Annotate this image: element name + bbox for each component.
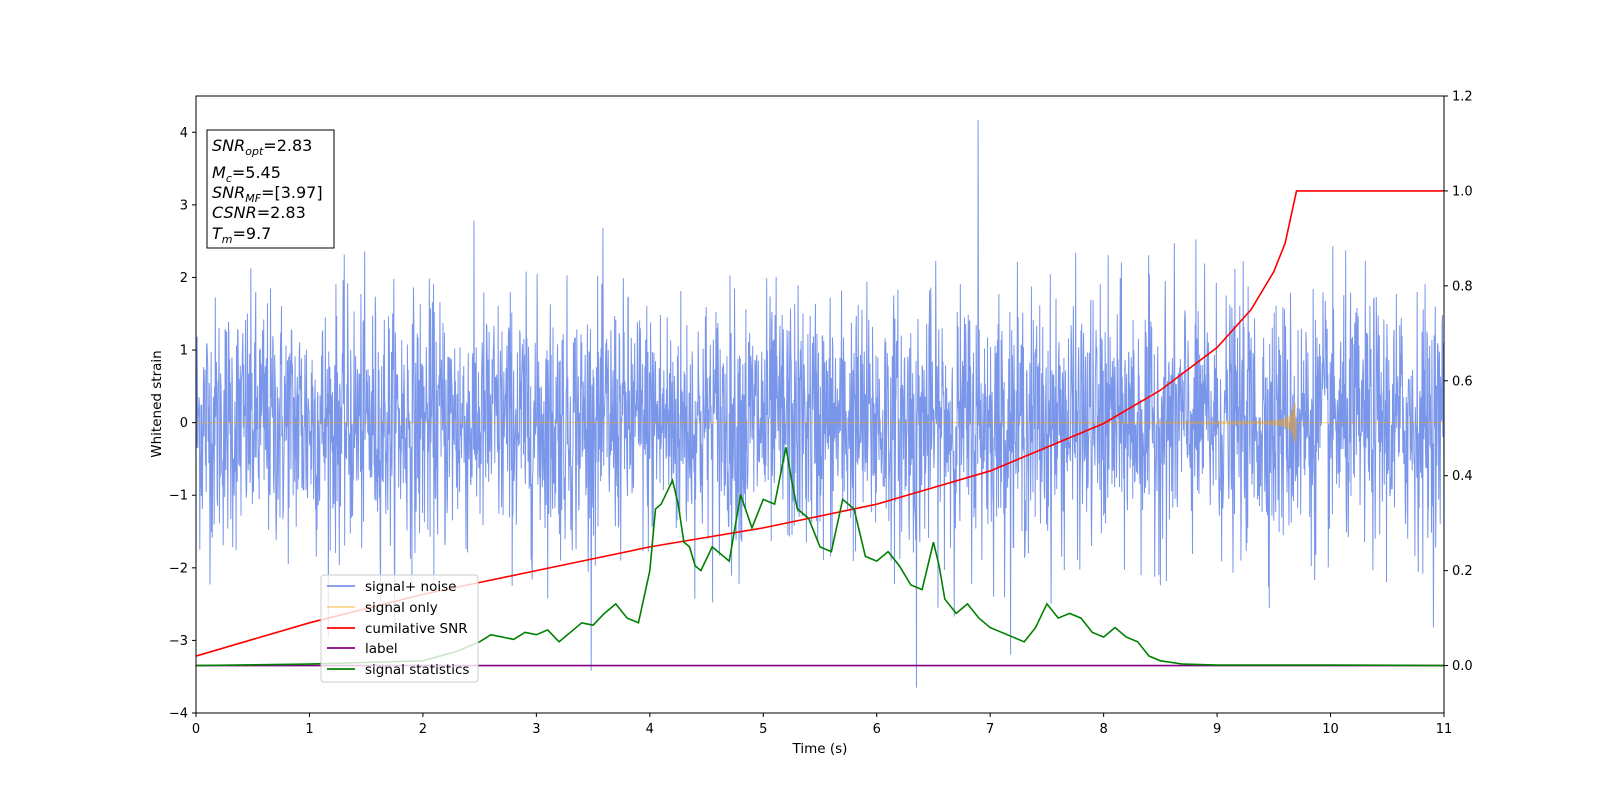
y-right-tick-label: 1.2 <box>1452 90 1473 105</box>
y-left-tick-label: 0 <box>180 416 188 431</box>
y-right-tick-label: 0.4 <box>1452 469 1473 484</box>
x-tick-label: 10 <box>1322 722 1339 737</box>
legend-signal-statistics-text: signal statistics <box>365 662 469 678</box>
y-left-tick-label: −3 <box>169 634 188 649</box>
y-right-tick-label: 0.6 <box>1452 374 1473 389</box>
y-left-tick-label: −1 <box>169 489 188 504</box>
legend: signal+ noise signal only cumilative SNR la… <box>320 574 479 683</box>
y-right-tick-label: 1.0 <box>1452 184 1473 199</box>
x-tick-label: 7 <box>986 722 994 737</box>
y-left-tick-label: 1 <box>180 344 188 359</box>
series-signal-noise <box>195 119 1445 688</box>
plot-frame <box>195 95 1445 714</box>
legend-cumulative-snr-text: cumilative SNR <box>365 621 468 637</box>
legend-label-text: label <box>365 641 398 657</box>
y-left-tick-label: −4 <box>169 707 188 722</box>
y-left-tick-label: 3 <box>180 198 188 213</box>
x-tick-label: 8 <box>1099 722 1107 737</box>
info-line: Mc=5.45 <box>212 163 281 185</box>
x-tick-label: 2 <box>419 722 427 737</box>
info-line: SNRopt=2.83 <box>212 136 312 158</box>
axis-layer: 0 1 2 3 4 5 6 7 8 9 10 11 −4 −3 −2 −1 0 1 2 3 4 0.0 0.2 0.4 0.6 0… <box>169 90 1473 738</box>
series-signal-only <box>195 403 1444 443</box>
x-tick-label: 1 <box>305 722 313 737</box>
x-axis-label: Time (s) <box>792 741 848 757</box>
y-left-tick-label: 4 <box>180 126 188 141</box>
y-right-tick-label: 0.0 <box>1452 659 1473 674</box>
series-signal-statistics <box>195 447 1445 667</box>
y-left-tick-label: 2 <box>180 271 188 286</box>
info-line: Tm=9.7 <box>212 224 271 246</box>
legend-signal-only-text: signal only <box>365 600 438 616</box>
x-tick-label: 4 <box>646 722 654 737</box>
info-line: CSNR=2.83 <box>212 203 306 222</box>
x-tick-label: 3 <box>532 722 540 737</box>
legend-frame <box>320 574 479 683</box>
y-right-tick-label: 0.2 <box>1452 564 1473 579</box>
x-tick-label: 5 <box>759 722 767 737</box>
y-axis-label: Whitened strain <box>149 350 165 457</box>
x-tick-label: 9 <box>1213 722 1221 737</box>
y-left-tick-label: −2 <box>169 561 188 576</box>
x-tick-label: 0 <box>192 722 200 737</box>
legend-signal-noise-text: signal+ noise <box>365 579 456 595</box>
x-tick-label: 11 <box>1436 722 1453 737</box>
x-tick-label: 6 <box>873 722 881 737</box>
info-box-frame <box>206 129 335 249</box>
series-cumulative-snr <box>195 190 1444 657</box>
y-right-tick-label: 0.8 <box>1452 279 1473 294</box>
info-line: SNRMF=[3.97] <box>212 183 323 205</box>
